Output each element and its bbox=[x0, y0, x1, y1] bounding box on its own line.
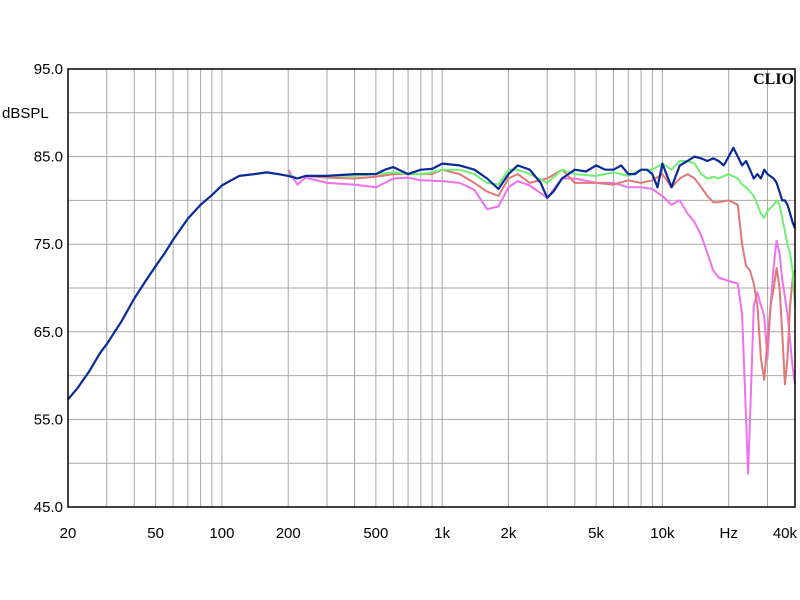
x-tick-label: 5k bbox=[588, 525, 604, 542]
series-line-3 bbox=[287, 160, 796, 306]
plot-frame bbox=[67, 68, 796, 508]
x-tick-label: 100 bbox=[209, 525, 234, 542]
x-tick-labels: 20 50 100 200 500 1k 2k 5k 10k Hz 40k bbox=[60, 525, 798, 542]
y-tick-label: 75.0 bbox=[34, 236, 63, 253]
y-tick-label: 55.0 bbox=[34, 411, 63, 428]
series-line-4 bbox=[67, 146, 797, 401]
x-tick-label: 50 bbox=[147, 525, 164, 542]
x-tick-label: 10k bbox=[650, 525, 675, 542]
x-tick-label: 2k bbox=[501, 525, 517, 542]
brand-label: CLIO bbox=[753, 71, 794, 88]
x-tick-label: 1k bbox=[434, 525, 450, 542]
grid bbox=[67, 68, 796, 508]
y-tick-label: 65.0 bbox=[34, 324, 63, 341]
y-tick-label: 95.0 bbox=[34, 61, 63, 78]
y-tick-label: 85.0 bbox=[34, 149, 63, 166]
x-tick-label: 20 bbox=[60, 525, 77, 542]
x-tick-label: 500 bbox=[363, 525, 388, 542]
y-tick-label: 45.0 bbox=[34, 499, 63, 516]
y-tick-labels: 95.0 85.0 75.0 65.0 55.0 45.0 bbox=[34, 61, 63, 516]
series-group bbox=[67, 146, 797, 475]
y-axis-label: dBSPL bbox=[2, 105, 49, 122]
x-tick-label: 40k bbox=[773, 525, 798, 542]
x-tick-label: 200 bbox=[276, 525, 301, 542]
series-line-1 bbox=[287, 169, 796, 475]
x-tick-label: Hz bbox=[720, 525, 738, 542]
